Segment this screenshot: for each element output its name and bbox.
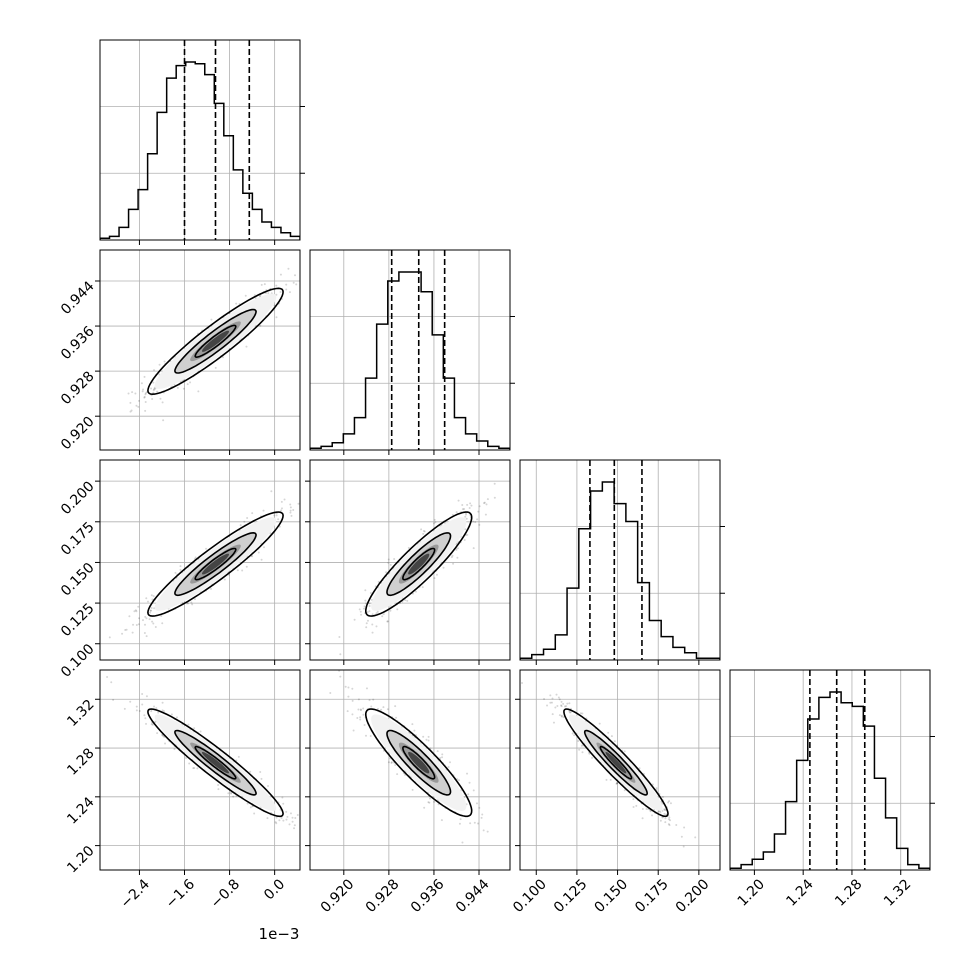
panel-frame-3-2 [519,669,721,871]
density-level-2-1-3 [408,553,430,575]
panel-area-0-0 [100,40,300,240]
panel-1-1 [309,249,515,455]
y-tick-label-2-4: 0.200 [58,478,98,518]
x-tick-label-2-2: 0.150 [592,876,632,916]
x-tick-label-2-1: 0.125 [551,876,591,916]
x-tick-label-1-0: 0.920 [318,876,358,916]
contour-2-1-1 [386,532,452,597]
y-tick-label-2-3: 0.175 [58,519,98,559]
contour-1-0-0 [147,287,284,396]
contour-1-0-2 [194,324,237,359]
panel-2-0 [95,459,301,665]
panel-area-3-3 [730,670,930,870]
x-tick-label-2-0: 0.100 [510,876,550,916]
panel-0-0 [99,39,305,245]
histogram-1 [310,271,510,450]
contour-2-0-1 [174,531,257,597]
panel-frame-3-0 [99,669,301,871]
density-level-3-2-3 [605,752,627,774]
panel-3-3 [729,669,935,875]
y-tick-label-1-0: 0.920 [58,414,98,454]
histogram-2 [520,481,720,660]
x-tick-label-3-1: 1.24 [783,876,816,909]
x-tick-label-2-3: 0.175 [632,876,672,916]
y-tick-label-3-0: 1.20 [64,843,97,876]
x-tick-label-2-4: 0.200 [673,876,713,916]
y-tick-label-3-3: 1.32 [64,697,97,730]
density-level-3-1-3 [408,752,430,774]
contour-3-1-0 [365,708,473,818]
panel-frame-0-0 [99,39,301,241]
panel-frame-2-1 [309,459,511,661]
contour-2-0-0 [147,511,284,617]
contour-3-2-1 [583,729,649,796]
contour-3-1-1 [386,729,452,796]
x-tick-label-1-1: 0.928 [363,876,403,916]
y-tick-label-2-0: 0.100 [58,641,98,681]
contour-3-2-0 [563,708,669,818]
scatter-points-2-0 [108,490,300,639]
histogram-0 [100,61,300,240]
contour-3-0-1 [174,729,257,796]
x-tick-label-1-3: 0.944 [453,876,493,916]
panel-2-1 [305,459,511,665]
contour-3-0-0 [147,708,284,818]
x-tick-label-0-3: 0.0 [261,876,288,903]
contour-3-2-2 [599,745,633,780]
x-tick-label-0-0: −2.4 [118,876,153,911]
density-level-1-0-3 [202,330,229,352]
contour-2-1-0 [365,511,473,617]
x-tick-label-3-3: 1.32 [881,876,914,909]
histogram-3 [730,691,930,870]
x-tick-label-1-2: 0.936 [408,876,448,916]
panel-frame-3-1 [309,669,511,871]
panel-area-2-1 [310,460,510,660]
density-level-2-0-3 [202,553,229,575]
panel-area-1-0 [100,250,300,450]
panel-3-2 [515,669,721,875]
y-tick-label-1-3: 0.944 [58,278,98,318]
scatter-points-3-1 [329,670,489,844]
panel-area-2-2 [520,460,720,660]
contour-2-0-2 [194,547,237,581]
panel-2-2 [519,459,725,665]
y-tick-label-2-2: 0.150 [58,560,98,600]
panel-3-0 [95,669,301,875]
y-tick-label-1-1: 0.928 [58,368,98,408]
x-offset-label: 1e−3 [259,925,300,943]
y-tick-label-1-2: 0.936 [58,323,98,363]
panel-frame-3-3 [729,669,931,871]
y-tick-label-3-1: 1.24 [64,794,97,827]
panel-frame-2-2 [519,459,721,661]
x-tick-label-3-2: 1.28 [832,876,865,909]
panel-1-0 [95,249,301,455]
panel-frame-1-1 [309,249,511,451]
panels-layer: −2.4 −1.6 −0.8 0.0 0.920 0.928 0.936 0.944 0.100… [58,39,935,916]
contour-3-1-2 [402,745,436,780]
scatter-points-3-0 [106,675,299,830]
panel-frame-2-0 [99,459,301,661]
panel-3-1 [305,669,511,875]
x-tick-label-3-0: 1.20 [735,876,768,909]
panel-area-3-2 [520,670,720,870]
x-tick-label-0-2: −0.8 [208,876,243,911]
panel-area-2-0 [100,460,300,660]
contour-1-0-1 [174,308,257,374]
contour-3-0-2 [194,745,237,780]
y-tick-label-3-2: 1.28 [64,745,97,778]
y-tick-label-2-1: 0.125 [58,600,98,640]
contour-2-1-2 [402,547,436,581]
density-level-3-0-3 [202,752,229,774]
panel-area-3-1 [310,670,510,870]
panel-area-1-1 [310,250,510,450]
panel-area-3-0 [100,670,300,870]
panel-frame-1-0 [99,249,301,451]
x-tick-label-0-1: −1.6 [163,876,198,911]
